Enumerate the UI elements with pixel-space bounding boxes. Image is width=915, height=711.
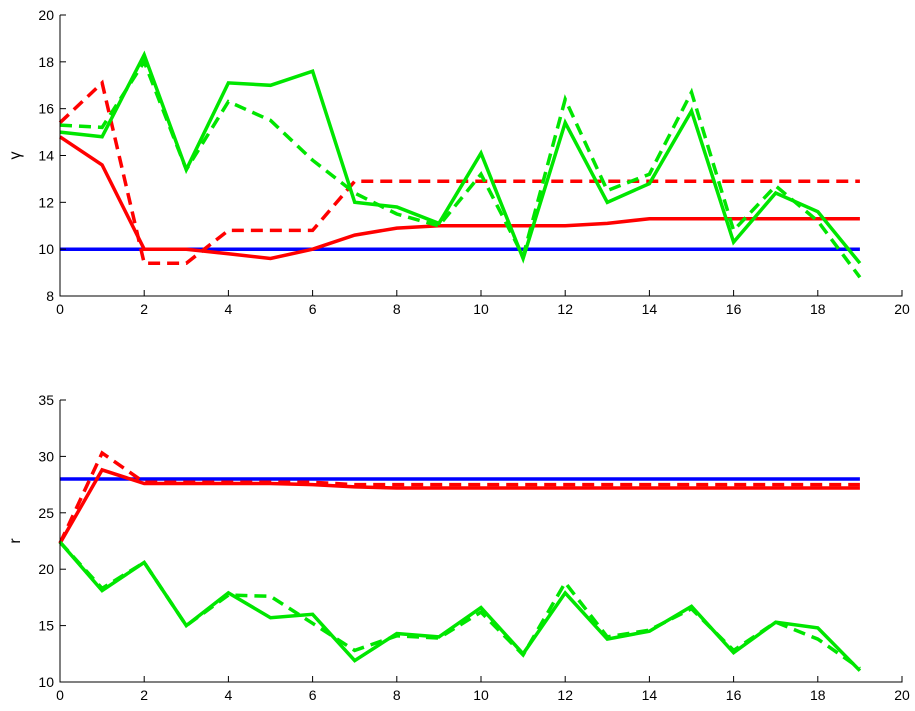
gamma-series-2-line (58, 79, 860, 265)
r-x-tick-label: 18 (810, 687, 826, 703)
gamma-x-tick-label: 0 (56, 301, 64, 317)
gamma-x-tick-label: 4 (225, 301, 233, 317)
r-x-tick-label: 12 (557, 687, 573, 703)
r-x-tick-label: 20 (894, 687, 910, 703)
gamma-x-tick-label: 6 (309, 301, 317, 317)
r-y-axis-label: r (7, 538, 24, 544)
r-x-tick-label: 16 (726, 687, 742, 703)
r-y-tick-label: 25 (38, 505, 54, 521)
r-y-tick-label: 10 (38, 674, 54, 690)
r-y-tick-label: 15 (38, 618, 54, 634)
gamma-x-tick-label: 2 (140, 301, 148, 317)
gamma-y-tick-label: 18 (38, 54, 54, 70)
gamma-x-tick-label: 20 (894, 301, 910, 317)
gamma-y-tick-label: 16 (38, 101, 54, 117)
r-series-4-line (58, 540, 861, 670)
gamma-y-tick-label: 10 (38, 241, 54, 257)
r-y-tick-label: 20 (38, 561, 54, 577)
gamma-subplot: 0 2 4 6 8 10 12 14 16 18 20 8 10 12 14 16 18 20 γ (7, 7, 910, 317)
gamma-x-tick-label: 8 (393, 301, 401, 317)
gamma-y-tick-label: 14 (38, 148, 54, 164)
gamma-y-tick-label: 12 (38, 194, 54, 210)
r-y-tick-label: 30 (38, 448, 54, 464)
gamma-x-tick-label: 10 (473, 301, 489, 317)
r-x-tick-label: 8 (393, 687, 401, 703)
r-x-tick-label: 6 (309, 687, 317, 703)
r-x-tick-label: 10 (473, 687, 489, 703)
r-x-tick-label: 2 (140, 687, 148, 703)
r-x-tick-label: 4 (225, 687, 233, 703)
r-x-tick-label: 14 (642, 687, 658, 703)
gamma-x-tick-label: 16 (726, 301, 742, 317)
gamma-x-tick-label: 12 (557, 301, 573, 317)
gamma-x-tick-label: 18 (810, 301, 826, 317)
gamma-y-tick-label: 8 (46, 288, 54, 304)
r-series-2-line (58, 450, 860, 545)
gamma-y-axis-label: γ (7, 152, 24, 160)
r-subplot: 0 2 4 6 8 10 12 14 16 18 20 10 15 20 25 30 35 r (7, 392, 910, 703)
gamma-y-tick-label: 20 (38, 7, 54, 23)
gamma-x-tick-label: 14 (642, 301, 658, 317)
r-x-tick-label: 0 (56, 687, 64, 703)
gamma-series-4-line (59, 57, 862, 279)
r-y-tick-label: 35 (38, 392, 54, 408)
